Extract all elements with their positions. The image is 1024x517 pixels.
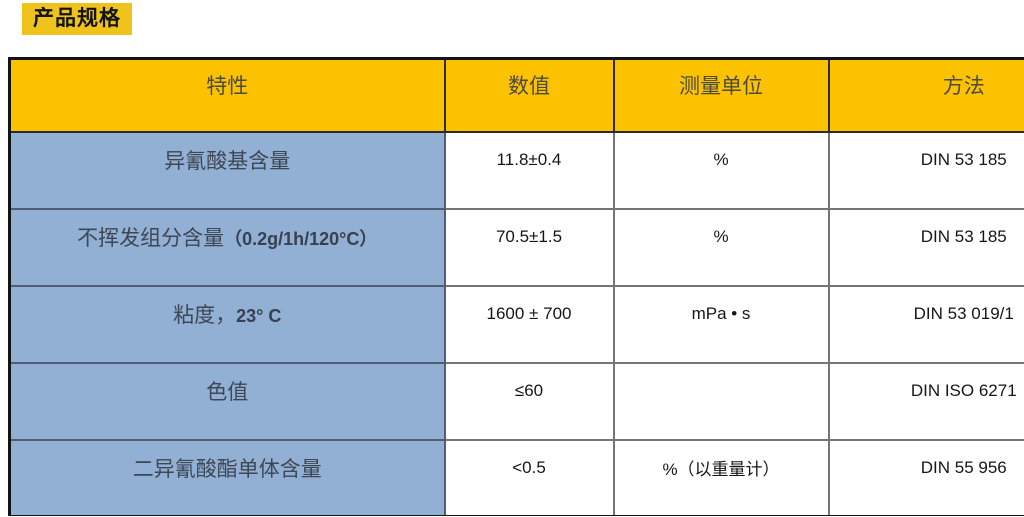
- header-value: 数值: [443, 57, 615, 133]
- method-cell: DIN 55 956: [827, 438, 1024, 516]
- unit-cell: mPa • s: [612, 284, 830, 364]
- table-row: 不挥发组分含量（0.2g/1h/120°C） 70.5±1.5 % DIN 53…: [8, 207, 1024, 287]
- property-label: 不挥发组分含量: [77, 226, 225, 250]
- header-property: 特性: [8, 57, 446, 133]
- spec-table: 特性 数值 测量单位 方法 异氰酸基含量 11.8±0.4 % DIN 53 1…: [8, 57, 1024, 516]
- unit-cell: %（以重量计）: [612, 438, 830, 516]
- method-cell: DIN ISO 6271: [827, 361, 1024, 441]
- property-label: 粘度，: [173, 303, 237, 327]
- property-label-bold: 23° C: [236, 306, 282, 326]
- value-cell: 1600 ± 700: [443, 284, 615, 364]
- value-cell: 70.5±1.5: [443, 207, 615, 287]
- header-row: 特性 数值 测量单位 方法: [8, 57, 1024, 133]
- property-cell: 粘度，23° C: [8, 284, 446, 364]
- value-cell: 11.8±0.4: [443, 130, 615, 210]
- property-cell: 异氰酸基含量: [8, 130, 446, 210]
- property-label: 异氰酸基含量: [164, 149, 291, 173]
- property-label: 色值: [206, 380, 249, 404]
- spec-table-viewport: 特性 数值 测量单位 方法 异氰酸基含量 11.8±0.4 % DIN 53 1…: [8, 57, 1024, 516]
- table-row: 粘度，23° C 1600 ± 700 mPa • s DIN 53 019/1: [8, 284, 1024, 364]
- property-cell: 不挥发组分含量（0.2g/1h/120°C）: [8, 207, 446, 287]
- property-cell: 二异氰酸酯单体含量: [8, 438, 446, 516]
- method-cell: DIN 53 185: [827, 130, 1024, 210]
- header-unit: 测量单位: [612, 57, 830, 133]
- property-cell: 色值: [8, 361, 446, 441]
- page-title: 产品规格: [22, 3, 132, 35]
- value-cell: <0.5: [443, 438, 615, 516]
- table-row: 色值 ≤60 DIN ISO 6271: [8, 361, 1024, 441]
- property-label-bold: （0.2g/1h/120°C）: [224, 229, 378, 249]
- table-row: 二异氰酸酯单体含量 <0.5 %（以重量计） DIN 55 956: [8, 438, 1024, 516]
- value-cell: ≤60: [443, 361, 615, 441]
- unit-cell: %: [612, 130, 830, 210]
- unit-cell: %: [612, 207, 830, 287]
- header-method: 方法: [827, 57, 1024, 133]
- method-cell: DIN 53 185: [827, 207, 1024, 287]
- unit-cell: [612, 361, 830, 441]
- method-cell: DIN 53 019/1: [827, 284, 1024, 364]
- table-row: 异氰酸基含量 11.8±0.4 % DIN 53 185: [8, 130, 1024, 210]
- property-label: 二异氰酸酯单体含量: [132, 456, 322, 481]
